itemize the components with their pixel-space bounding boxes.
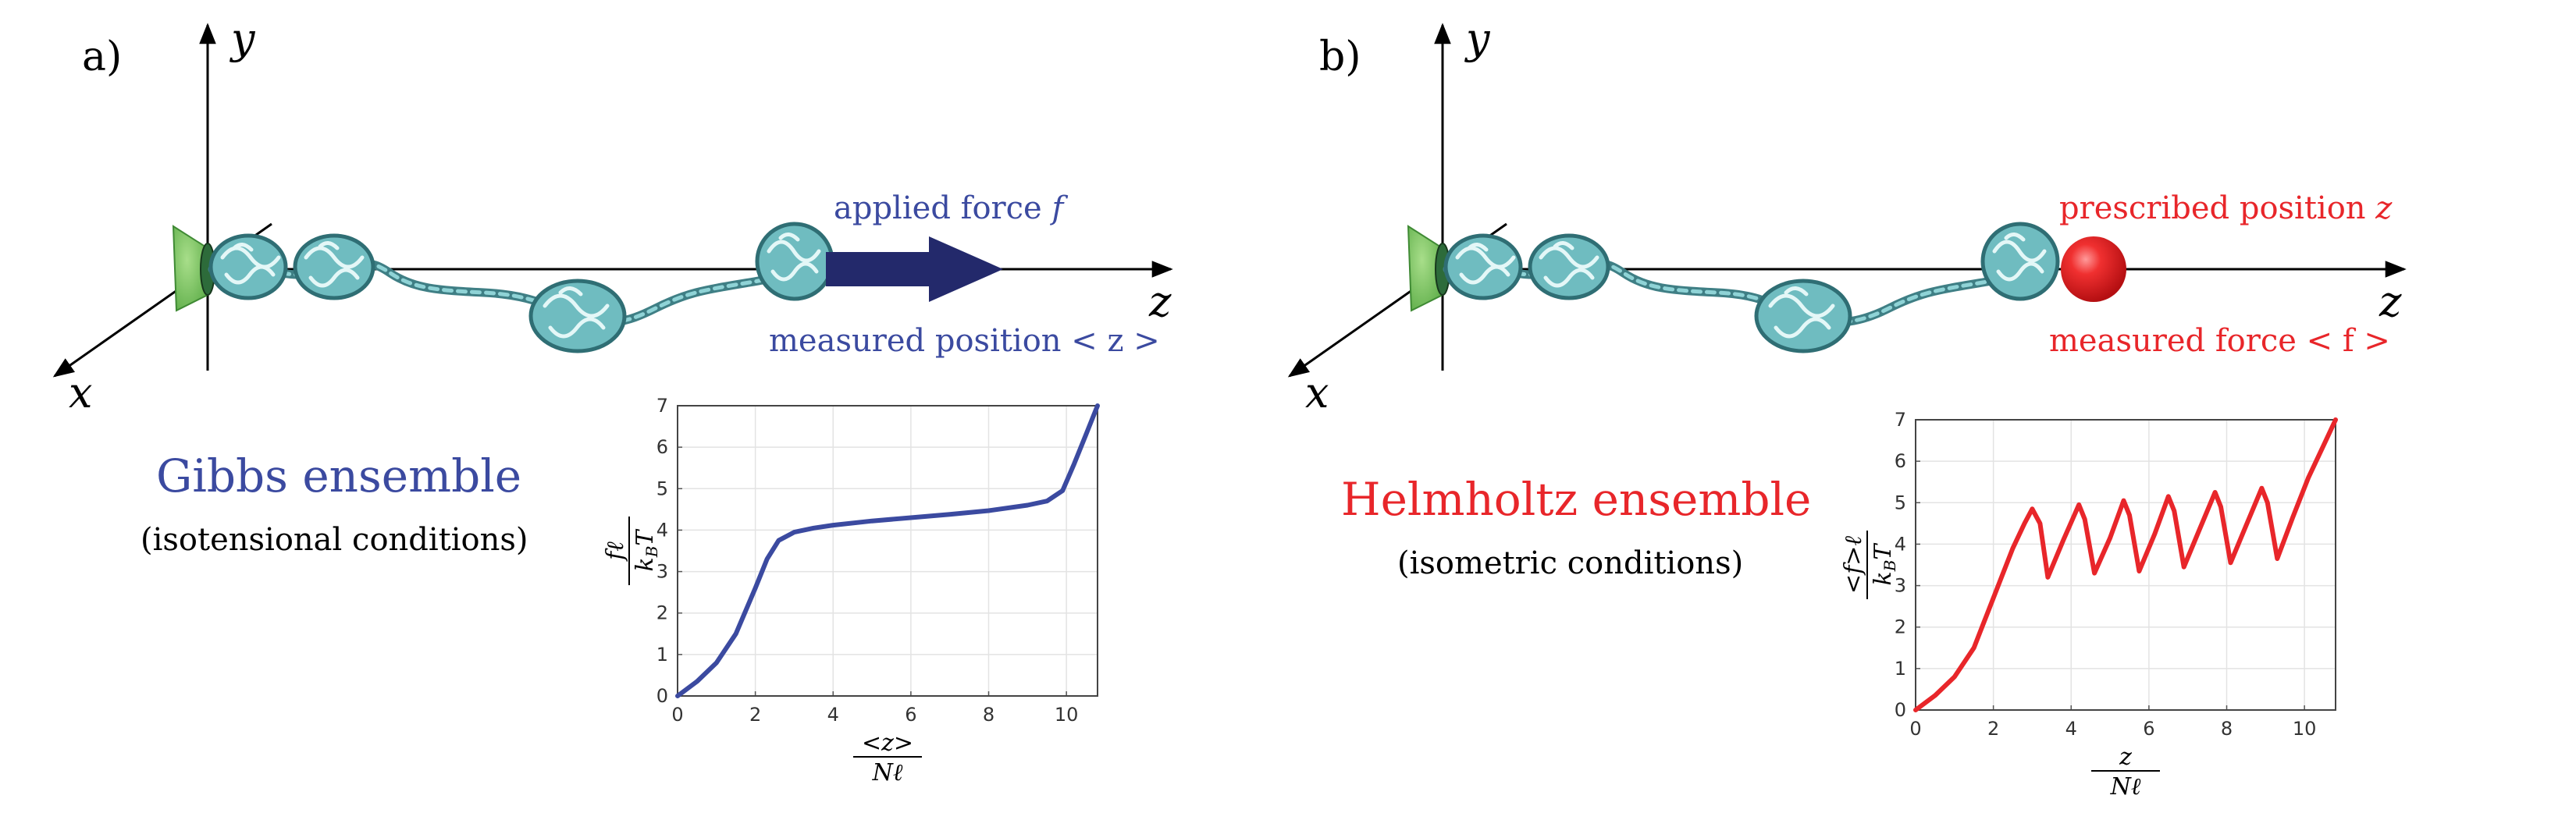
chart-b-x-tick-label: 6	[2143, 718, 2154, 740]
chart-b-x-tick-label: 2	[1987, 718, 1999, 740]
ensemble-title-a: Gibbs ensemble	[156, 449, 521, 502]
chart-b-x-axis-label: zNℓ	[2091, 744, 2160, 801]
chart-b-frame	[1915, 419, 2336, 711]
chart-a-y-tick-label: 4	[656, 519, 668, 541]
chart-b-y-tick-label: 4	[1895, 533, 1906, 555]
chart-a-y-tick-label: 3	[656, 561, 668, 583]
panel-label-b: b)	[1319, 34, 1361, 80]
applied-force-text: applied force	[834, 190, 1051, 226]
protein-domain-a-3	[528, 279, 627, 353]
chart-a-y-tick-label: 7	[656, 395, 668, 417]
chart-b-plot-area	[1916, 420, 2336, 710]
chart-a-plot-area	[678, 406, 1098, 696]
chart-b-y-tick-label: 1	[1895, 658, 1906, 680]
chart-a-y-tick-label: 6	[656, 436, 668, 458]
ensemble-title-b: Helmholtz ensemble	[1341, 473, 1811, 526]
chart-b-y-tick-label: 5	[1895, 492, 1906, 513]
chart-b-y-tick-label: 0	[1895, 699, 1906, 721]
chart-b-x-tick-label: 4	[2065, 718, 2077, 740]
protein-domain-b-3	[1754, 279, 1852, 353]
prescribed-position-text: prescribed position	[2059, 190, 2375, 226]
chart-a-x-axis-label: <z>Nℓ	[853, 730, 922, 786]
axis-y-label-a: y	[229, 14, 256, 63]
prescribed-position-sphere	[2061, 236, 2126, 302]
chart-b-y-tick-label: 7	[1895, 409, 1906, 431]
protein-domain-b-2	[1528, 233, 1610, 300]
chart-b: 0 2 4 6 8 10 0 1 2 3 4 5 6 7 zNℓ <f>ℓ kBT	[1840, 409, 2338, 801]
chart-a-frame	[677, 405, 1098, 697]
chart-b-series-line	[1913, 417, 2338, 712]
chart-a-x-tick-label: 2	[749, 704, 761, 726]
protein-domain-a-1	[208, 233, 288, 300]
chart-a-y-axis-numerator: fℓ	[602, 541, 629, 562]
panel-a: a) y z x	[52, 14, 1173, 786]
protein-domain-b-4	[1980, 222, 2060, 301]
axis-z-label-b: z	[2379, 277, 2402, 326]
chart-b-y-tick-label: 6	[1895, 450, 1906, 472]
protein-chain-a	[208, 222, 834, 353]
chart-a-x-tick-label: 0	[671, 704, 683, 726]
chart-a-series-line	[675, 403, 1100, 698]
ensemble-subtitle-a: (isotensional conditions)	[141, 522, 528, 558]
chart-b-x-axis-denominator: Nℓ	[2110, 773, 2141, 801]
prescribed-position-label: prescribed position z	[2059, 190, 2393, 226]
chart-a-x-tick-label: 6	[905, 704, 916, 726]
chart-b-y-axis-denominator: kBT	[1870, 543, 1899, 586]
panel-label-a: a)	[82, 34, 122, 80]
chart-a-y-tick-label: 2	[656, 602, 668, 624]
measured-position-label: measured position < z >	[769, 323, 1160, 359]
axis-x-label-a: x	[69, 368, 92, 417]
chart-a-y-tick-label: 1	[656, 644, 668, 666]
panel-b: b) y z x	[1287, 14, 2407, 801]
applied-force-arrow	[826, 236, 1003, 302]
protein-chain-b	[1443, 222, 2060, 353]
chart-b-x-tick-label: 10	[2293, 718, 2317, 740]
chart-a-x-axis-denominator: Nℓ	[872, 759, 903, 786]
axis-y-label-b: y	[1464, 14, 1491, 63]
prescribed-position-variable: z	[2375, 190, 2393, 226]
applied-force-label: applied force f	[834, 190, 1068, 226]
chart-a-x-tick-label: 10	[1055, 704, 1079, 726]
chart-b-x-tick-label: 0	[1909, 718, 1921, 740]
protein-domain-b-1	[1443, 233, 1523, 300]
chart-a-x-axis-numerator: <z>	[862, 730, 913, 757]
ensemble-subtitle-b: (isometric conditions)	[1397, 545, 1743, 581]
measured-force-label: measured force < f >	[2049, 323, 2390, 359]
chart-a-x-tick-label: 4	[827, 704, 839, 726]
chart-b-y-tick-label: 3	[1895, 575, 1906, 597]
chart-b-x-axis-numerator: z	[2119, 744, 2132, 771]
chart-a-y-tick-label: 5	[656, 478, 668, 499]
chart-b-y-tick-label: 2	[1895, 616, 1906, 638]
applied-force-variable: f	[1049, 190, 1068, 226]
chart-a-y-tick-label: 0	[656, 685, 668, 707]
chart-b-y-axis-label: <f>ℓ kBT	[1840, 531, 1899, 599]
chart-a-y-axis-denominator: kBT	[632, 529, 661, 572]
protein-domain-a-2	[293, 233, 375, 300]
axis-z-label-a: z	[1148, 277, 1172, 326]
chart-b-y-axis-numerator: <f>ℓ	[1840, 536, 1867, 594]
axis-x-label-b: x	[1305, 368, 1329, 417]
protein-domain-a-4	[755, 222, 834, 301]
chart-b-x-tick-label: 8	[2221, 718, 2233, 740]
chart-a-x-tick-label: 8	[983, 704, 994, 726]
